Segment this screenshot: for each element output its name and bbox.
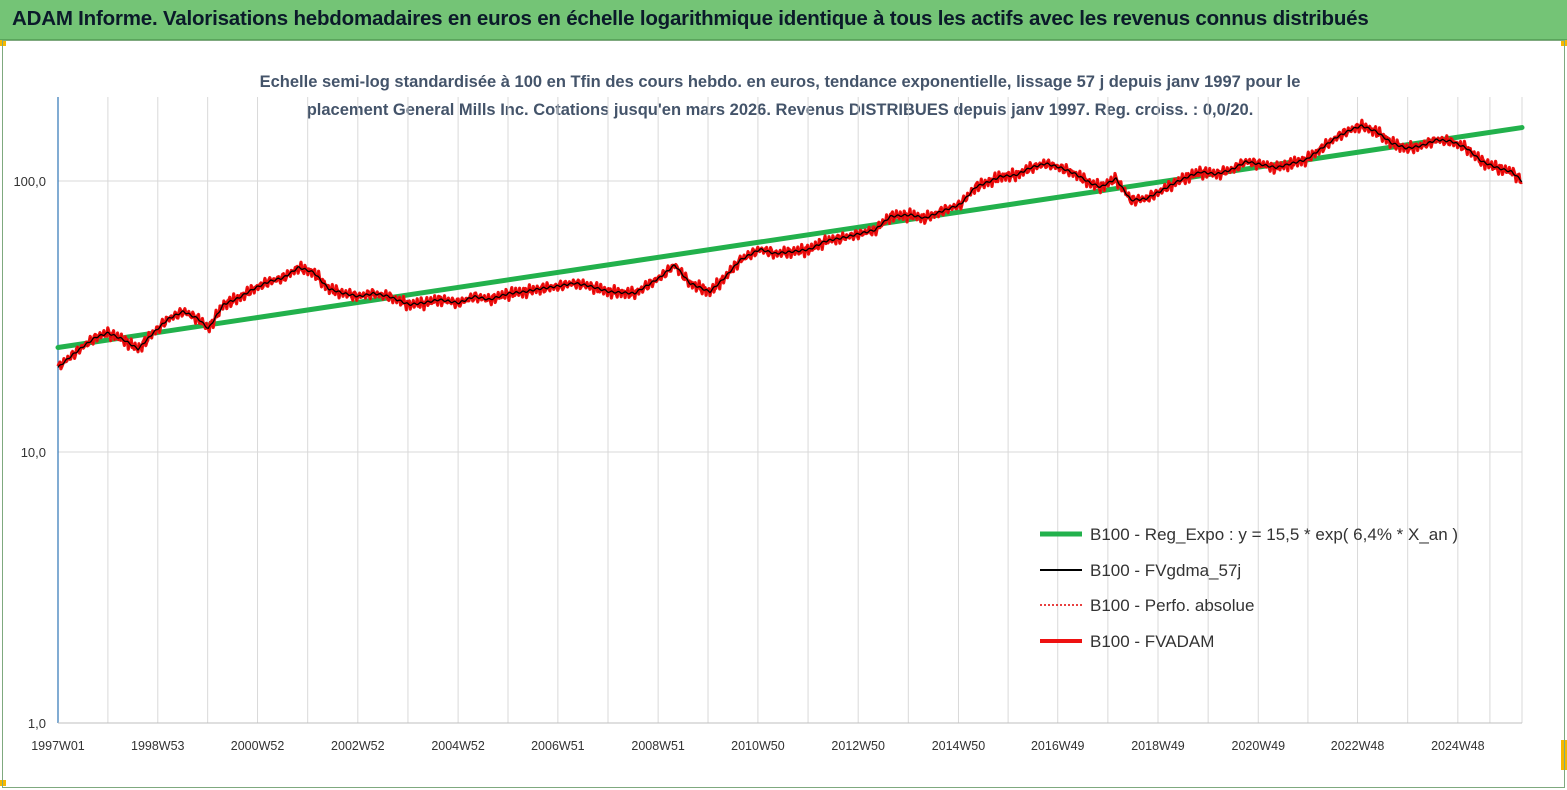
x-tick-label: 1998W53 — [131, 739, 185, 753]
corner-mark-top-left — [0, 40, 6, 46]
gridlines — [58, 97, 1523, 723]
x-tick-label: 2012W50 — [831, 739, 885, 753]
perfo-absolue-line — [57, 120, 1523, 371]
report-title: ADAM Informe. Valorisations hebdomadaire… — [12, 7, 1369, 30]
legend-label: B100 - Reg_Expo : y = 15,5 * exp( 6,4% *… — [1090, 525, 1458, 544]
x-tick-label: 2004W52 — [431, 739, 485, 753]
chart-subtitle-line-2: placement General Mills Inc. Cotations j… — [306, 101, 1254, 119]
x-tick-label: 2006W51 — [531, 739, 585, 753]
x-tick-label: 2018W49 — [1131, 739, 1185, 753]
x-tick-label: 2000W52 — [231, 739, 285, 753]
legend-label: B100 - FVgdma_57j — [1090, 561, 1241, 580]
x-tick-label: 2002W52 — [331, 739, 385, 753]
legend-label: B100 - FVADAM — [1090, 632, 1214, 651]
x-tick-label: 1997W01 — [31, 739, 85, 753]
axes: 1,0 10,0 100,0 1997W01 1998W53 2000W52 2002W52… — [13, 97, 1522, 753]
x-tick-label: 2008W51 — [631, 739, 685, 753]
series-lines — [55, 118, 1525, 371]
fvgdma-line — [57, 124, 1523, 368]
y-tick-label: 100,0 — [13, 174, 46, 189]
chart-subtitle: Echelle semi-log standardisée à 100 en T… — [160, 68, 1400, 124]
x-tick-label: 2014W50 — [932, 739, 986, 753]
legend: B100 - Reg_Expo : y = 15,5 * exp( 6,4% *… — [1040, 525, 1458, 651]
x-tick-label: 2016W49 — [1031, 739, 1085, 753]
report-banner: ADAM Informe. Valorisations hebdomadaire… — [0, 0, 1567, 40]
y-tick-label: 10,0 — [21, 445, 46, 460]
chart-frame — [2, 40, 1565, 788]
x-tick-label: 2010W50 — [731, 739, 785, 753]
chart-subtitle-line-1: Echelle semi-log standardisée à 100 en T… — [259, 73, 1301, 91]
legend-label: B100 - Perfo. absolue — [1090, 596, 1254, 615]
x-tick-label: 2024W48 — [1431, 739, 1485, 753]
y-tick-label: 1,0 — [28, 716, 46, 731]
corner-mark-bottom-left — [0, 780, 6, 786]
x-tick-label: 2020W49 — [1232, 739, 1286, 753]
x-tick-label: 2022W48 — [1331, 739, 1385, 753]
